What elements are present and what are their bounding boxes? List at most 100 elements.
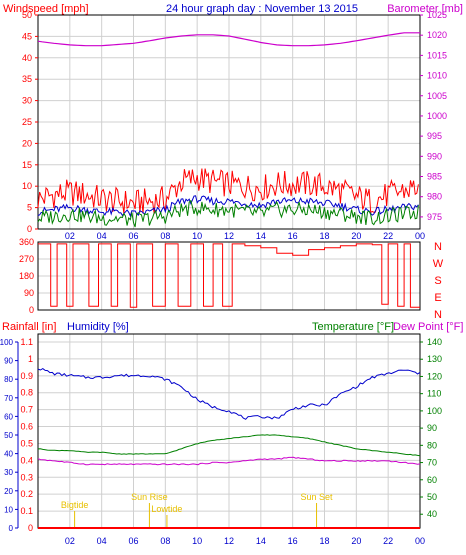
temperature-tick-label: 80 — [427, 440, 437, 450]
time-tick-label: 10 — [192, 536, 202, 546]
temperature-tick-label: 140 — [427, 337, 442, 347]
barometer-axis-ticks: 975 980 985 990 995 1000 1005 1010 1015 1020 1025 — [420, 10, 447, 222]
humidity-tick-label: 70 — [4, 394, 13, 403]
barometer-tick-label: 980 — [427, 192, 442, 202]
rainfall-tick-label: 0.6 — [20, 422, 33, 432]
windspeed-tick-label: 5 — [27, 203, 32, 213]
temperature-tick-label: 50 — [427, 492, 437, 502]
rain-humidity-temp-series — [37, 368, 421, 529]
rainfall-tick-label: 1.1 — [20, 337, 33, 347]
barometer-tick-label: 1025 — [427, 10, 447, 20]
time-tick-label: 16 — [288, 231, 298, 241]
humidity-tick-label: 50 — [4, 431, 13, 440]
humidity-tick-label: 20 — [4, 487, 13, 496]
rainfall-tick-label: 0.9 — [20, 371, 33, 381]
time-tick-label: 22 — [383, 231, 393, 241]
time-tick-label: 12 — [224, 536, 234, 546]
temperature-axis-ticks: 40 50 60 70 80 90 100 110 120 130 140 — [420, 337, 442, 519]
humidity-tick-label: 10 — [4, 505, 13, 514]
temperature-tick-label: 40 — [427, 509, 437, 519]
temperature-axis-title: Temperature [°F] — [312, 321, 394, 333]
barometer-tick-label: 995 — [427, 131, 442, 141]
direction-tick-label: 180 — [19, 271, 34, 281]
event-annotations: Bigtide Sun Rise Lowtide Sun Set — [61, 492, 333, 528]
rainfall-tick-label: 0.2 — [20, 489, 33, 499]
annotation-label: Lowtide — [151, 504, 182, 514]
time-tick-label: 02 — [65, 231, 75, 241]
humidity-axis-title: Humidity [%] — [67, 321, 129, 333]
temperature-tick-label: 120 — [427, 371, 442, 381]
temperature-tick-label: 130 — [427, 354, 442, 364]
barometer-tick-label: 975 — [427, 212, 442, 222]
bottom-time-axis-ticks: 02 04 06 08 10 12 14 16 18 20 22 00 — [65, 536, 425, 546]
rainfall-tick-label: 1 — [28, 354, 33, 364]
barometer-tick-label: 1005 — [427, 91, 447, 101]
series-wind-speed — [37, 199, 419, 228]
graph-title: 24 hour graph day : November 13 2015 — [166, 3, 358, 15]
rain-humidity-temp-panel: 0 0.1 0.2 0.3 0.4 0.5 0.6 0.7 0.8 0.9 1 1.1 0 10 20 30… — [0, 333, 442, 546]
series-barometer — [37, 32, 420, 47]
windspeed-tick-label: 20 — [22, 138, 32, 148]
time-tick-label: 16 — [288, 536, 298, 546]
barometer-tick-label: 1020 — [427, 30, 447, 40]
windspeed-axis-title: Windspeed [mph] — [3, 3, 89, 15]
series-temperature — [37, 434, 421, 457]
compass-label: N — [434, 309, 442, 321]
barometer-tick-label: 990 — [427, 151, 442, 161]
windspeed-tick-label: 50 — [22, 10, 32, 20]
time-tick-label: 18 — [319, 231, 329, 241]
humidity-tick-label: 0 — [9, 524, 14, 533]
temperature-tick-label: 110 — [427, 389, 441, 399]
compass-label: S — [434, 275, 441, 287]
direction-tick-label: 90 — [24, 288, 34, 298]
time-tick-label: 22 — [383, 536, 393, 546]
compass-label: E — [434, 292, 441, 304]
humidity-tick-label: 40 — [4, 450, 13, 459]
time-tick-label: 10 — [192, 231, 202, 241]
rainfall-tick-label: 0 — [28, 523, 33, 533]
temperature-tick-label: 70 — [427, 458, 437, 468]
barometer-tick-label: 1015 — [427, 50, 447, 60]
humidity-tick-label: 90 — [4, 357, 13, 366]
series-wind-gust — [37, 168, 419, 215]
dewpoint-axis-title: Dew Point [°F] — [393, 321, 463, 333]
direction-degree-ticks: 0 90 180 270 360 — [19, 237, 34, 315]
wind-time-axis-ticks: 02 04 06 08 10 12 14 16 18 20 22 00 — [65, 231, 425, 241]
time-tick-label: 06 — [128, 231, 138, 241]
compass-label: W — [433, 258, 444, 270]
direction-tick-label: 270 — [19, 254, 34, 264]
humidity-tick-label: 100 — [0, 338, 14, 347]
rainfall-tick-label: 0.1 — [20, 506, 33, 516]
direction-tick-label: 0 — [29, 305, 34, 315]
time-tick-label: 14 — [256, 536, 266, 546]
windspeed-tick-label: 45 — [22, 31, 32, 41]
windspeed-tick-label: 35 — [22, 74, 32, 84]
windspeed-tick-label: 30 — [22, 96, 32, 106]
barometer-tick-label: 1000 — [427, 111, 447, 121]
series-dew-point — [37, 456, 421, 466]
series-wind-average — [37, 195, 419, 218]
rainfall-tick-label: 0.7 — [20, 405, 33, 415]
humidity-axis-ticks: 0 10 20 30 40 50 60 70 80 90 100 — [0, 338, 18, 533]
temperature-tick-label: 60 — [427, 475, 437, 485]
rainfall-tick-label: 0.3 — [20, 472, 33, 482]
compass-label: N — [434, 241, 442, 253]
barometer-tick-label: 985 — [427, 172, 442, 182]
time-tick-label: 08 — [160, 231, 170, 241]
windspeed-tick-label: 40 — [22, 53, 32, 63]
wind-direction-frame — [37, 241, 421, 311]
wind-barometer-series — [37, 32, 420, 228]
series-wind-direction — [38, 243, 420, 308]
time-tick-label: 08 — [160, 536, 170, 546]
time-tick-label: 20 — [351, 536, 361, 546]
annotation-label: Sun Rise — [131, 492, 168, 502]
humidity-tick-label: 80 — [4, 375, 13, 384]
annotation-label: Bigtide — [61, 500, 89, 510]
rainfall-tick-label: 0.5 — [20, 438, 33, 448]
time-tick-label: 00 — [415, 536, 425, 546]
windspeed-tick-label: 25 — [22, 117, 32, 127]
time-tick-label: 18 — [319, 536, 329, 546]
